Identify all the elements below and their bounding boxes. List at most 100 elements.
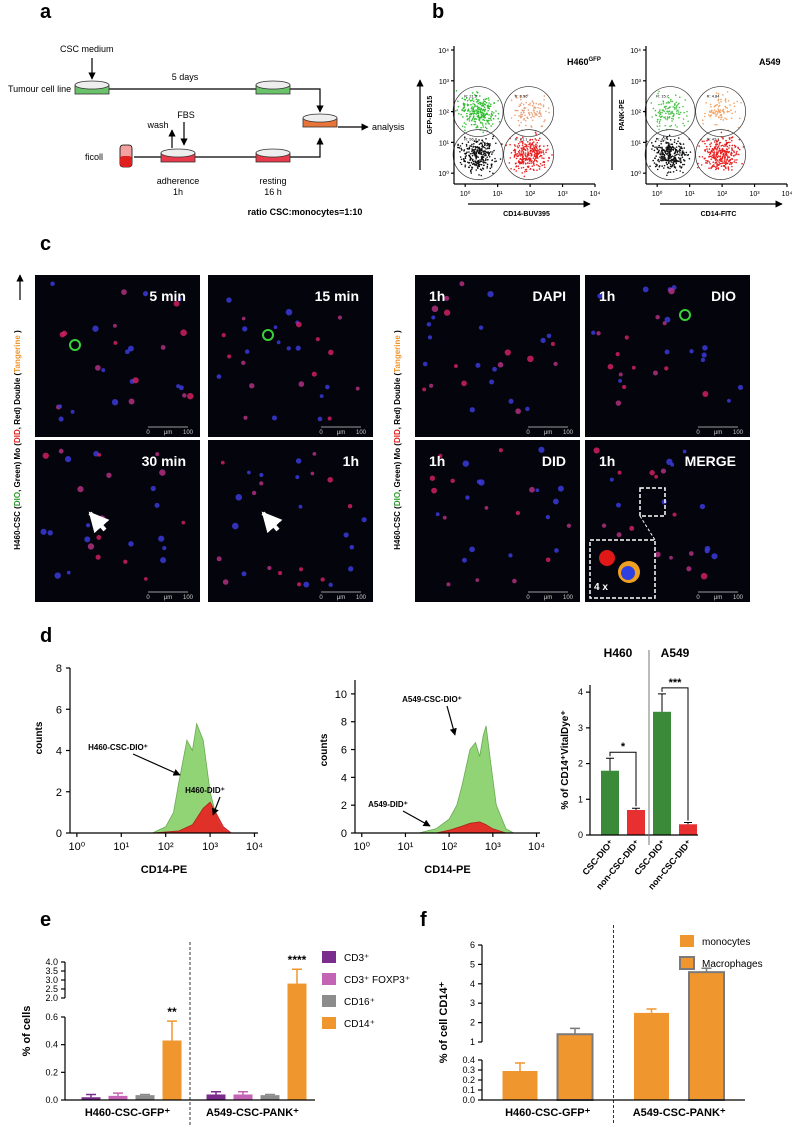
event-dot — [721, 144, 724, 147]
side-label-part: Tangerine — [393, 335, 402, 373]
event-dot — [454, 110, 457, 112]
cell — [426, 322, 432, 327]
event-dot — [677, 150, 679, 152]
event-dot — [532, 157, 535, 160]
event-dot — [476, 125, 479, 127]
event-dot — [529, 150, 532, 153]
event-dot — [480, 109, 482, 111]
event-dot — [668, 157, 671, 160]
side-label-part: H460-CSC ( — [393, 506, 402, 550]
cell — [442, 515, 447, 520]
event-dot — [515, 97, 518, 99]
dish-top — [255, 80, 291, 90]
event-dot — [724, 117, 726, 120]
event-dot — [542, 104, 545, 106]
cell — [670, 462, 675, 467]
event-dot — [687, 154, 689, 157]
event-dot — [668, 134, 671, 137]
event-dot — [725, 167, 727, 170]
event-dot — [464, 152, 467, 155]
y-tick-label: 10⁰ — [630, 170, 641, 178]
event-dot — [712, 149, 715, 151]
event-dot — [471, 143, 473, 146]
y-tick-label: 10² — [631, 110, 642, 117]
event-dot — [724, 163, 727, 166]
y-tick-label: 10⁴ — [438, 48, 449, 55]
event-dot — [709, 110, 711, 113]
y-tick-label: 0.0 — [462, 1095, 475, 1105]
event-dot — [517, 165, 520, 168]
event-dot — [538, 115, 540, 118]
event-dot — [524, 114, 526, 117]
event-dot — [466, 99, 469, 102]
event-dot — [485, 113, 488, 116]
event-dot — [669, 98, 672, 101]
y-axis-label: counts — [34, 721, 45, 754]
event-dot — [538, 150, 540, 152]
event-dot — [723, 145, 725, 147]
cell — [459, 281, 465, 287]
x-tick-label: 10² — [158, 841, 174, 853]
event-dot — [510, 167, 512, 170]
event-dot — [662, 148, 664, 151]
error-bar — [632, 807, 640, 810]
event-dot — [469, 156, 471, 158]
event-dot — [464, 129, 466, 132]
significance: * — [621, 741, 626, 753]
bar — [206, 1094, 226, 1100]
cell — [47, 530, 53, 536]
legend-label: CD3⁺ — [344, 953, 369, 964]
event-dot — [468, 118, 471, 120]
event-dot — [476, 99, 479, 101]
event-dot — [664, 159, 666, 162]
event-dot — [738, 148, 741, 151]
event-dot — [492, 123, 494, 125]
event-dot — [527, 149, 529, 151]
event-dot — [684, 99, 687, 101]
event-dot — [721, 158, 723, 160]
micrograph — [208, 440, 373, 602]
event-dot — [543, 157, 545, 160]
cell — [347, 503, 353, 509]
event-dot — [682, 105, 684, 108]
event-dot — [671, 145, 674, 148]
event-dot — [522, 147, 524, 149]
event-dot — [466, 110, 469, 112]
event-dot — [486, 144, 488, 147]
event-dot — [459, 161, 462, 164]
event-dot — [651, 116, 653, 118]
event-dot — [524, 149, 527, 152]
event-dot — [733, 102, 735, 104]
event-dot — [488, 155, 491, 158]
event-dot — [731, 169, 733, 171]
event-dot — [532, 160, 535, 163]
event-dot — [489, 143, 491, 145]
event-dot — [670, 100, 672, 103]
event-dot — [518, 124, 521, 127]
bar — [653, 711, 671, 835]
event-dot — [663, 110, 665, 112]
event-dot — [456, 109, 459, 111]
event-dot — [724, 105, 727, 108]
event-dot — [484, 144, 486, 147]
cell — [303, 581, 310, 588]
event-dot — [521, 153, 524, 155]
event-dot — [675, 162, 678, 165]
event-dot — [508, 162, 511, 164]
event-dot — [525, 157, 527, 160]
event-dot — [469, 110, 471, 113]
event-dot — [533, 155, 536, 158]
bar — [688, 971, 725, 1101]
event-dot — [537, 106, 539, 109]
event-dot — [474, 163, 476, 165]
event-dot — [713, 146, 716, 149]
event-dot — [468, 98, 471, 100]
error-bar — [211, 1090, 221, 1095]
event-dot — [667, 171, 670, 173]
event-dot — [728, 110, 730, 113]
event-dot — [535, 153, 537, 155]
event-dot — [706, 148, 708, 150]
cell — [664, 349, 670, 355]
event-dot — [483, 110, 486, 112]
channel-label: DAPI — [533, 288, 566, 304]
